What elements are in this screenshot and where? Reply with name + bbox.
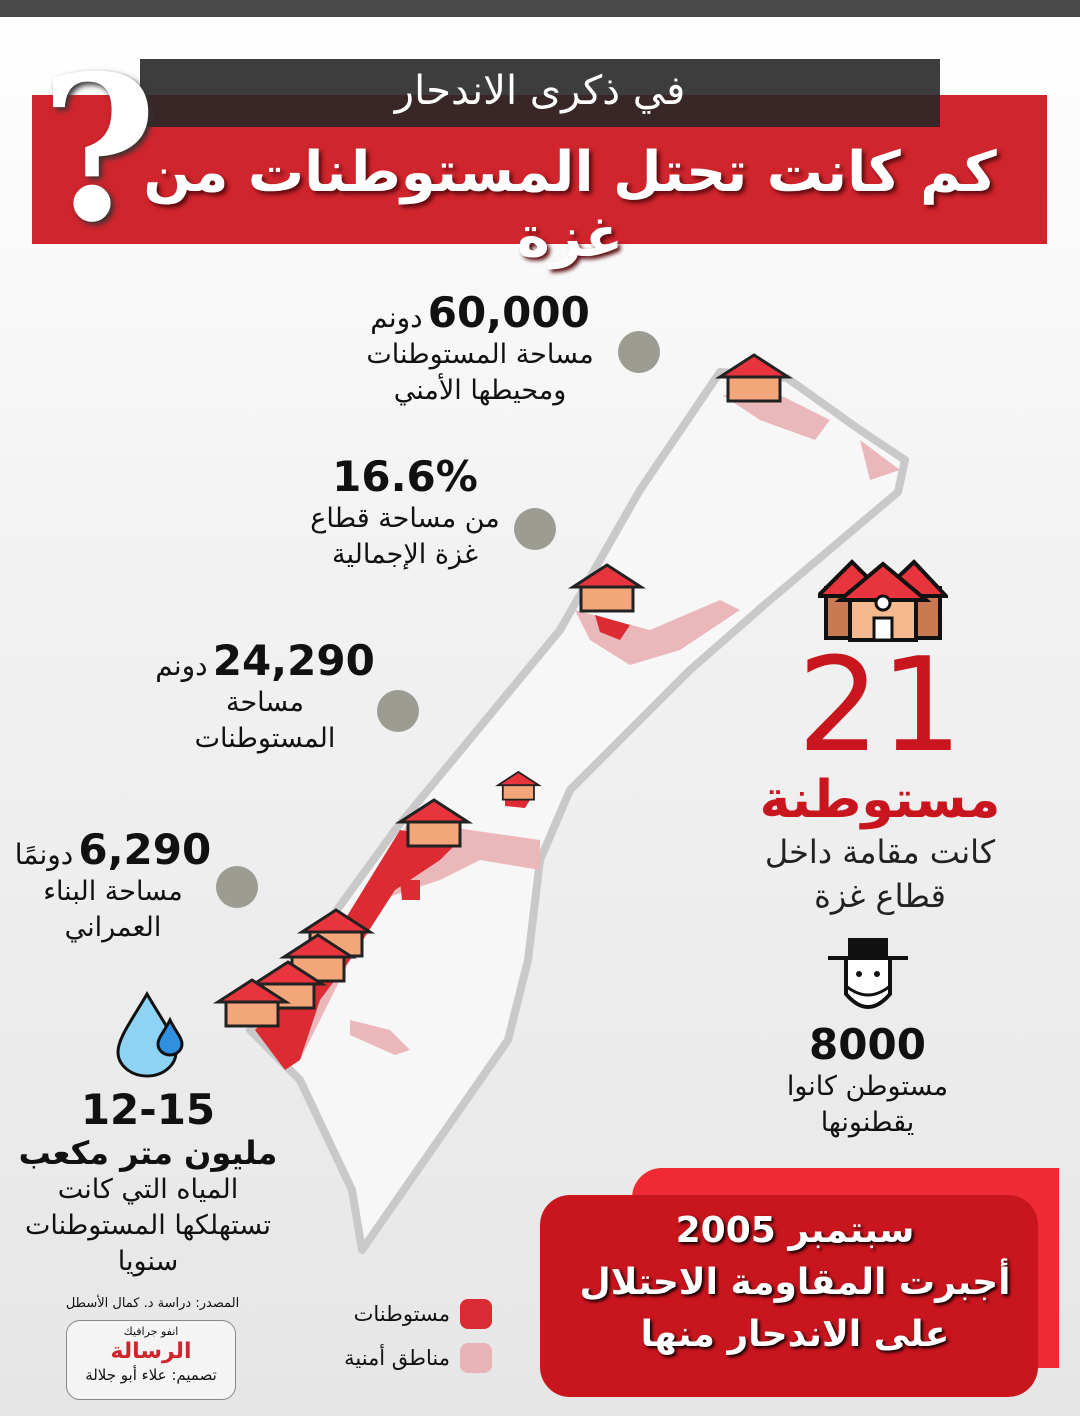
stat-desc: ومحيطها الأمني — [393, 375, 567, 406]
legend-swatch — [460, 1343, 492, 1373]
bottom-box — [540, 1195, 1038, 1397]
source-credit: المصدر: دراسة د. كمال الأسطل — [65, 1296, 240, 1311]
houses-icon — [818, 559, 948, 642]
infographic-label: انفو جرافيك — [123, 1325, 179, 1338]
logo-box: انفو جرافيك الرسالة تصميم: علاء أبو جلال… — [66, 1320, 236, 1400]
stat-value: 12-15 — [80, 1085, 216, 1134]
stat-desc: العمراني — [64, 912, 162, 943]
stat-settlers: 8000 مستوطن كانوا يقطنونها — [760, 1020, 975, 1141]
question-mark-icon: ? — [40, 32, 158, 267]
page-title: كم كانت تحتل المستوطنات من غزة — [143, 140, 997, 270]
stat-desc: مساحة البناء — [43, 876, 183, 907]
subtitle-banner: في ذكرى الاندحار — [140, 59, 940, 127]
stat-label: مستوطنة — [759, 770, 1001, 830]
stat-unit: مليون متر مكعب — [18, 1134, 278, 1172]
stat-desc: المستوطنات — [194, 723, 336, 754]
stat-desc: تستهلكها المستوطنات — [24, 1210, 272, 1241]
stat-value: 8000 — [809, 1020, 926, 1069]
stat-percentage: 16.6% من مساحة قطاع غزة الإجمالية — [290, 452, 520, 573]
bullet-dot — [216, 866, 258, 908]
stat-desc: سنويا — [117, 1246, 179, 1277]
house-icon — [212, 978, 292, 1028]
legend-label: مستوطنات — [353, 1302, 450, 1326]
settlement-house-markers — [212, 353, 794, 1028]
bottom-line: سبتمبر 2005 — [675, 1210, 915, 1251]
legend-item-security: مناطق أمنية — [330, 1336, 492, 1380]
bullet-dot — [377, 690, 419, 732]
legend-item-settlements: مستوطنات — [330, 1292, 492, 1336]
bullet-dot — [618, 331, 660, 373]
stat-value: 24,290 — [212, 636, 375, 685]
house-icon — [494, 770, 542, 801]
stat-desc: مساحة المستوطنات — [366, 339, 594, 370]
stat-value: 21 — [797, 629, 963, 781]
house-icon — [714, 353, 794, 403]
stat-desc: قطاع غزة — [814, 877, 946, 915]
designer-credit: تصميم: علاء أبو جلالة — [85, 1366, 217, 1384]
map-legend: مستوطنات مناطق أمنية — [330, 1292, 492, 1380]
settlements — [255, 615, 630, 1070]
stat-desc: المياه التي كانت — [57, 1174, 239, 1205]
stat-value: 6,290 — [78, 825, 212, 874]
house-icon — [394, 798, 474, 848]
stat-unit: دونم — [370, 301, 423, 334]
stat-unit: دونم — [155, 649, 208, 682]
stat-desc: غزة الإجمالية — [331, 539, 479, 570]
stat-desc: مستوطن كانوا — [786, 1071, 949, 1102]
stat-built-area: 6,290 دونمًا مساحة البناء العمراني — [8, 825, 218, 946]
bottom-line: أجبرت المقاومة الاحتلال — [579, 1262, 1011, 1303]
stat-total-area: 60,000 دونم مساحة المستوطنات ومحيطها الأ… — [340, 288, 620, 409]
settler-face-icon — [828, 938, 908, 1009]
gaza-strip-outline — [246, 368, 909, 1254]
legend-label: مناطق أمنية — [344, 1346, 450, 1370]
stat-settlement-area: 24,290 دونم مساحة المستوطنات — [150, 636, 380, 757]
bottom-line: على الاندحار منها — [640, 1314, 950, 1355]
stat-value: 60,000 — [427, 288, 590, 337]
bottom-message: سبتمبر 2005 أجبرت المقاومة الاحتلال على … — [560, 1205, 1030, 1361]
house-icon — [567, 563, 647, 613]
logo: الرسالة — [110, 1339, 192, 1364]
stat-desc: مساحة — [226, 687, 304, 718]
stat-water: 12-15 مليون متر مكعب المياه التي كانت تس… — [10, 1085, 286, 1280]
stat-unit: دونمًا — [14, 838, 74, 871]
stat-desc: يقطنونها — [820, 1107, 915, 1138]
top-bar — [0, 0, 1080, 17]
bullet-dot — [514, 508, 556, 550]
stat-desc: من مساحة قطاع — [310, 503, 500, 534]
legend-swatch — [460, 1299, 492, 1329]
stat-settlements: 21 مستوطنة كانت مقامة داخل قطاع غزة — [740, 640, 1020, 918]
water-drop-icon — [116, 990, 184, 1078]
stat-value: 16.6% — [332, 452, 478, 501]
stat-desc: كانت مقامة داخل — [764, 833, 996, 871]
